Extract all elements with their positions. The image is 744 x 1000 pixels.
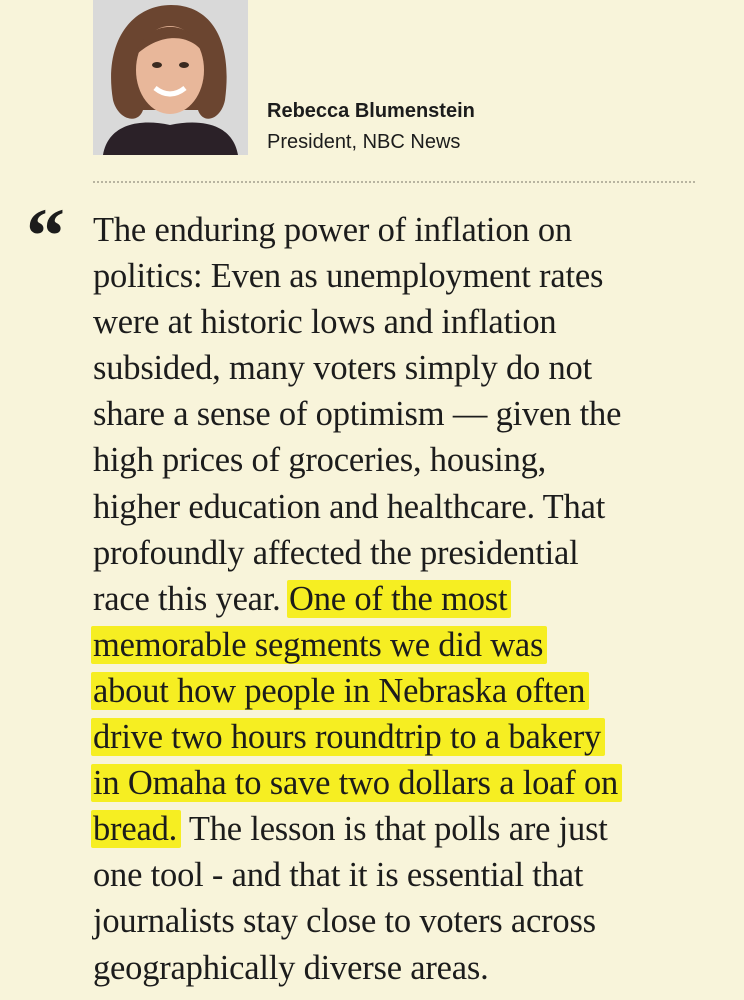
quote-segment: one tool - and that it is essential that bbox=[93, 856, 584, 895]
quote-line: memorable segments we did was bbox=[91, 622, 622, 668]
person-role: President, NBC News bbox=[267, 131, 461, 153]
quote-line: higher education and healthcare. That bbox=[93, 484, 622, 530]
quote-line: geographically diverse areas. bbox=[93, 945, 622, 991]
quote-line: drive two hours roundtrip to a bakery bbox=[91, 714, 622, 760]
quote-line: subsided, many voters simply do not bbox=[93, 345, 622, 391]
highlighted-text: drive two hours roundtrip to a bakery bbox=[91, 718, 606, 757]
quote-line: journalists stay close to voters across bbox=[93, 898, 622, 944]
quote-line: high prices of groceries, housing, bbox=[93, 437, 622, 483]
highlighted-text: One of the most bbox=[287, 579, 512, 618]
quote-segment: journalists stay close to voters across bbox=[93, 902, 596, 941]
quote-segment: geographically diverse areas. bbox=[93, 948, 489, 987]
quote-mark: “ bbox=[26, 192, 65, 279]
quote-line: politics: Even as unemployment rates bbox=[93, 253, 622, 299]
quote-segment: high prices of groceries, housing, bbox=[93, 441, 547, 480]
quote-line: bread. The lesson is that polls are just bbox=[91, 806, 622, 852]
quote-segment: The enduring power of inflation on bbox=[93, 211, 572, 249]
highlighted-text: in Omaha to save two dollars a loaf on bbox=[91, 764, 623, 803]
quote-line: share a sense of optimism — given the bbox=[93, 391, 622, 437]
highlighted-text: about how people in Nebraska often bbox=[91, 671, 590, 710]
quote-line: in Omaha to save two dollars a loaf on bbox=[91, 760, 623, 806]
profile-photo bbox=[93, 0, 248, 155]
person-name: Rebecca Blumenstein bbox=[267, 100, 475, 122]
quote-segment: subsided, many voters simply do not bbox=[93, 349, 592, 388]
highlighted-text: bread. bbox=[91, 810, 182, 849]
quote-line: one tool - and that it is essential that bbox=[93, 852, 622, 898]
highlighted-text: memorable segments we did was bbox=[91, 625, 548, 664]
quote-line: profoundly affected the presidential bbox=[93, 530, 622, 576]
quote-segment: race this year. bbox=[93, 579, 290, 618]
quote-line: were at historic lows and inflation bbox=[93, 299, 622, 345]
divider bbox=[93, 181, 695, 183]
quote-segment: were at historic lows and inflation bbox=[93, 303, 557, 342]
quote-text: The enduring power of inflation on politi… bbox=[91, 207, 623, 991]
quote-segment: profoundly affected the presidential bbox=[93, 533, 579, 572]
quote-segment: The lesson is that polls are just bbox=[181, 810, 608, 849]
quote-line: race this year. One of the most bbox=[93, 576, 622, 622]
quote-line: about how people in Nebraska often bbox=[91, 668, 622, 714]
quote-line: The enduring power of inflation on bbox=[93, 207, 622, 253]
quote-segment: share a sense of optimism — given the bbox=[93, 395, 622, 434]
quote-segment: higher education and healthcare. That bbox=[93, 487, 606, 526]
quote-segment: politics: Even as unemployment rates bbox=[93, 257, 604, 296]
